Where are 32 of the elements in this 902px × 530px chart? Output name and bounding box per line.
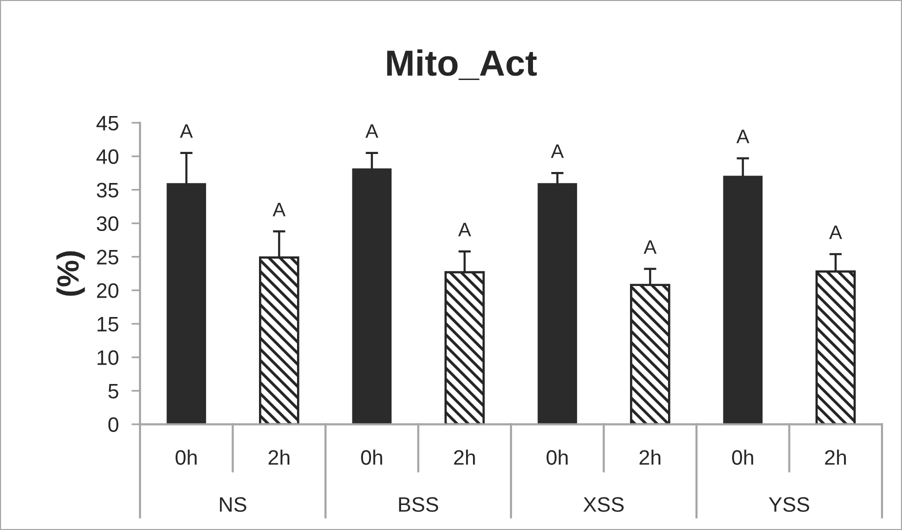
y-tick-label: 0 [108, 417, 118, 432]
y-tick-label: 45 [96, 116, 118, 131]
y-tick-label: 5 [108, 384, 118, 399]
text: 2h [454, 450, 475, 465]
data-label: A [644, 240, 657, 254]
data-label: A [736, 130, 750, 144]
y-tick-label: 20 [97, 283, 118, 298]
x-tick-label: YSS [768, 497, 810, 512]
series-label: 2h [268, 450, 290, 465]
y-axis-title: (%) [56, 251, 85, 296]
y-tick-label: 25 [97, 250, 118, 265]
series-label: 0h [176, 450, 197, 465]
text: 0h [732, 450, 754, 465]
x-tick-label: BSS [399, 497, 438, 512]
y-tick-label: 40 [96, 149, 118, 164]
data-label: A [458, 222, 472, 236]
text: 0h [361, 450, 382, 465]
data-label: A [180, 124, 193, 138]
text: 0h [546, 450, 568, 465]
y-tick-label: 15 [98, 317, 118, 332]
data-label: A [550, 144, 564, 158]
y-tick-label: 10 [98, 350, 118, 366]
y-tick-label: 30 [96, 216, 118, 232]
y-tick-label: 35 [96, 182, 118, 198]
chart-title: Mito_Act [387, 49, 537, 80]
x-tick-label: NS [220, 497, 246, 512]
data-label: A [365, 124, 378, 138]
data-label: A [829, 226, 842, 239]
text: 2h [640, 450, 660, 465]
data-label: A [272, 202, 286, 216]
x-tick-label: XSS [583, 497, 624, 512]
text: 2h [825, 450, 846, 465]
